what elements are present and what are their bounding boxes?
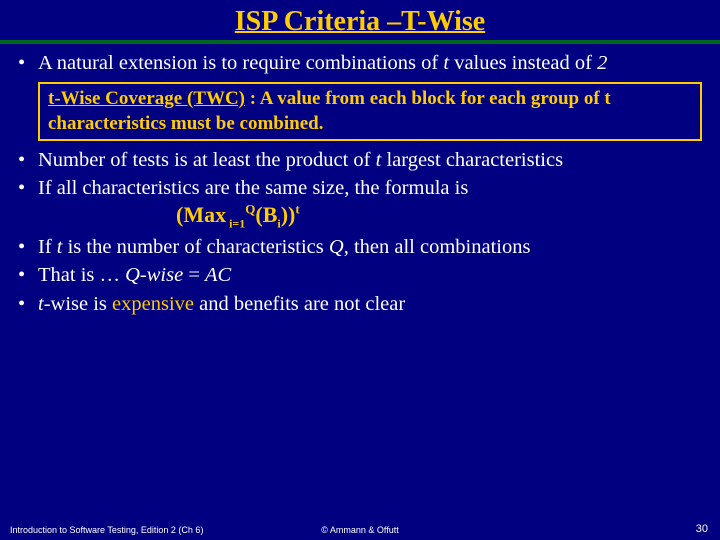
bullet-dot: • <box>18 234 38 260</box>
bullet-item: • Number of tests is at least the produc… <box>18 147 702 173</box>
formula: (Max i=1Q(Bi))t <box>176 202 300 227</box>
text-run: , then all combinations <box>344 236 531 258</box>
formula-sub: i=1 <box>226 217 245 231</box>
bullet-text: That is … Q-wise = AC <box>38 262 702 288</box>
text-run: A natural extension is to require combin… <box>38 52 443 74</box>
text-run: = <box>183 264 205 286</box>
bullet-item: • If all characteristics are the same si… <box>18 175 702 232</box>
page-number: 30 <box>696 523 708 535</box>
bullet-text: A natural extension is to require combin… <box>38 50 702 76</box>
slide-title: ISP Criteria –T-Wise <box>0 0 720 44</box>
text-run: That is … <box>38 264 125 286</box>
text-run: largest characteristics <box>381 149 563 171</box>
text-run: and benefits are not clear <box>194 293 405 315</box>
bullet-text: If all characteristics are the same size… <box>38 175 702 232</box>
formula-part: (B <box>255 202 277 227</box>
highlight-expensive: expensive <box>112 293 194 315</box>
bullet-dot: • <box>18 262 38 288</box>
bullet-text: Number of tests is at least the product … <box>38 147 702 173</box>
text-run: If <box>38 236 57 258</box>
bullet-item: • That is … Q-wise = AC <box>18 262 702 288</box>
footer-center: © Ammann & Offutt <box>0 525 720 535</box>
bullet-text: If t is the number of characteristics Q,… <box>38 234 702 260</box>
bullet-text: t-wise is expensive and benefits are not… <box>38 291 702 317</box>
bullet-item: • A natural extension is to require comb… <box>18 50 702 76</box>
formula-sup: t <box>295 202 299 217</box>
text-run: is the number of characteristics <box>62 236 328 258</box>
formula-part: (Max <box>176 202 226 227</box>
text-run: -wise is <box>44 293 112 315</box>
definition-box: t-Wise Coverage (TWC) : A value from eac… <box>38 82 702 141</box>
bullet-dot: • <box>18 50 38 76</box>
bullet-item: • If t is the number of characteristics … <box>18 234 702 260</box>
definition-term: t-Wise Coverage (TWC) <box>48 88 245 109</box>
text-run: values instead of <box>449 52 597 74</box>
bullet-item: • t-wise is expensive and benefits are n… <box>18 291 702 317</box>
slide: ISP Criteria –T-Wise • A natural extensi… <box>0 0 720 540</box>
text-run: If all characteristics are the same size… <box>38 177 468 199</box>
bullet-dot: • <box>18 175 38 232</box>
formula-part: )) <box>281 202 296 227</box>
var-q: Q <box>329 236 344 258</box>
text-run: Number of tests is at least the product … <box>38 149 376 171</box>
var-two: 2 <box>597 52 607 74</box>
formula-sup: Q <box>245 202 255 217</box>
slide-content: • A natural extension is to require comb… <box>0 44 720 317</box>
bullet-dot: • <box>18 291 38 317</box>
var-ac: AC <box>205 264 231 286</box>
var-qwise: Q-wise <box>125 264 183 286</box>
bullet-dot: • <box>18 147 38 173</box>
